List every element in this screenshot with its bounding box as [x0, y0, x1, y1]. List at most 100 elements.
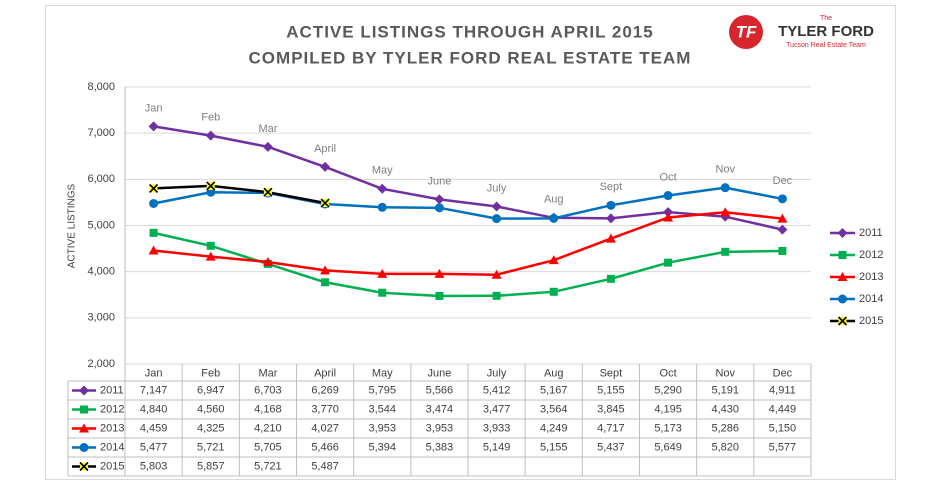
data-point: [778, 246, 787, 255]
table-cell: 4,560: [197, 403, 225, 415]
data-point: [149, 198, 159, 208]
data-point: [320, 198, 330, 208]
data-point: [605, 213, 616, 224]
data-point: [720, 183, 730, 193]
table-cell: 5,155: [597, 384, 625, 396]
chart-title: ACTIVE LISTINGS THROUGH APRIL 2015: [286, 22, 653, 41]
data-point: [664, 258, 673, 267]
table-cell: 4,430: [711, 403, 739, 415]
month-annotation: Aug: [544, 194, 564, 206]
table-cell: 4,027: [311, 422, 339, 434]
data-point: [491, 269, 502, 279]
data-point: [492, 214, 502, 224]
legend-marker: [837, 228, 848, 238]
table-cell: 5,566: [426, 384, 454, 396]
table-cell: 3,933: [483, 422, 511, 434]
table-cell: 5,150: [769, 422, 797, 434]
table-cell: 4,840: [140, 403, 168, 415]
legend-marker: [838, 294, 847, 304]
month-annotation: April: [314, 143, 336, 155]
month-annotation: July: [487, 182, 507, 194]
month-annotation: Sept: [600, 181, 623, 193]
table-cell: 3,953: [426, 422, 454, 434]
table-cell: 5,721: [197, 441, 225, 453]
x-tick-label: Mar: [258, 367, 277, 379]
logo-name: TYLER FORD: [778, 23, 874, 40]
data-point: [377, 183, 388, 194]
data-point: [148, 121, 159, 132]
data-point: [777, 213, 788, 223]
data-point: [205, 130, 216, 141]
table-cell: 3,845: [597, 403, 625, 415]
data-point: [777, 194, 787, 204]
table-cell: 5,173: [654, 422, 682, 434]
y-tick-label: 6,000: [87, 173, 115, 185]
data-point: [605, 233, 616, 243]
data-point: [434, 194, 445, 205]
data-point: [262, 256, 273, 266]
x-tick-label: May: [372, 367, 393, 379]
table-row-label: 2015: [100, 460, 124, 472]
table-key-marker: [79, 423, 89, 433]
table-cell: 5,857: [197, 460, 225, 472]
x-tick-label: July: [487, 367, 507, 379]
x-tick-label: Feb: [201, 367, 220, 379]
legend-marker: [837, 316, 848, 326]
table-cell: 3,544: [368, 403, 396, 415]
table-cell: 7,147: [140, 384, 168, 396]
data-point: [663, 212, 674, 222]
table-row-label: 2012: [100, 403, 124, 415]
data-point: [206, 181, 216, 191]
y-tick-label: 4,000: [87, 266, 115, 278]
data-point: [434, 203, 444, 213]
month-annotation: Feb: [201, 112, 220, 124]
table-cell: 5,394: [368, 441, 396, 453]
table-row-label: 2013: [100, 422, 124, 434]
table-cell: 4,168: [254, 403, 282, 415]
data-point: [434, 268, 445, 278]
table-cell: 5,167: [540, 384, 568, 396]
logo-mark: TF: [736, 22, 757, 41]
legend-label: 2011: [859, 227, 883, 239]
table-row-label: 2011: [100, 384, 124, 396]
data-point: [777, 224, 788, 235]
series-line: [153, 184, 326, 205]
table-cell: 4,195: [654, 403, 682, 415]
table-cell: 5,477: [140, 441, 168, 453]
table-cell: 5,577: [769, 441, 797, 453]
data-point: [149, 228, 158, 237]
data-point: [262, 141, 273, 152]
table-cell: 5,795: [368, 384, 396, 396]
data-point: [206, 241, 215, 250]
table-cell: 5,820: [711, 441, 739, 453]
table-cell: 5,286: [711, 422, 739, 434]
table-cell: 6,703: [254, 384, 282, 396]
data-point: [720, 207, 731, 217]
month-annotation: Dec: [773, 175, 793, 187]
x-tick-label: Sept: [600, 367, 623, 379]
table-row-label: 2014: [100, 441, 124, 453]
table-cell: 5,149: [483, 441, 511, 453]
table-cell: 5,466: [311, 441, 339, 453]
table-cell: 3,477: [483, 403, 511, 415]
table-cell: 5,155: [540, 441, 568, 453]
x-tick-label: Dec: [773, 367, 793, 379]
data-point: [377, 202, 387, 212]
table-cell: 4,210: [254, 422, 282, 434]
data-point: [377, 268, 388, 278]
table-cell: 3,564: [540, 403, 568, 415]
table-cell: 6,947: [197, 384, 225, 396]
table-cell: 6,269: [311, 384, 339, 396]
data-point: [549, 213, 559, 223]
logo-badge: [729, 15, 763, 49]
y-tick-label: 2,000: [87, 358, 115, 370]
data-point: [263, 187, 273, 197]
data-point: [663, 191, 673, 201]
table-cell: 4,717: [597, 422, 625, 434]
table-cell: 3,770: [311, 403, 339, 415]
table-cell: 5,412: [483, 384, 511, 396]
month-annotation: Mar: [258, 123, 277, 135]
data-point: [206, 187, 216, 197]
table-cell: 5,649: [654, 441, 682, 453]
